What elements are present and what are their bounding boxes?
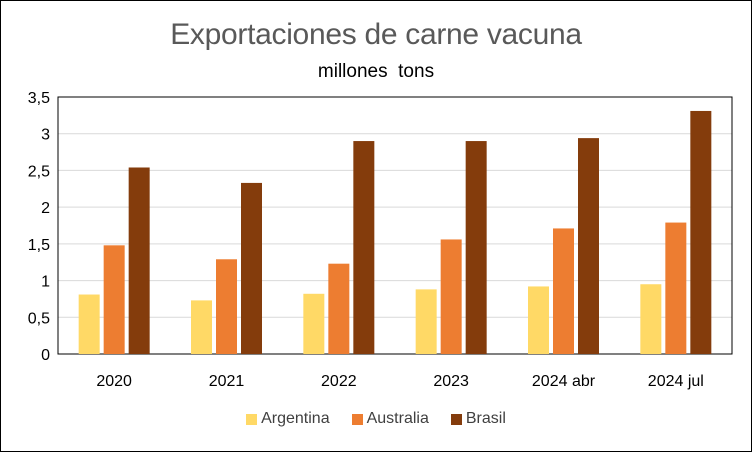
bar-argentina-2023 — [415, 289, 437, 354]
x-tick-label: 2024 abr — [532, 373, 596, 390]
legend-item-argentina: Argentina — [246, 410, 330, 428]
bar-brasil-2024-abr — [578, 138, 599, 354]
y-tick-label: 1,5 — [28, 237, 50, 254]
bar-argentina-2024-abr — [528, 286, 549, 354]
y-tick-label: 0,5 — [28, 310, 50, 327]
legend: Argentina Australia Brasil — [0, 410, 752, 428]
bar-argentina-2024-jul — [640, 284, 662, 354]
legend-item-australia: Australia — [351, 410, 429, 428]
x-tick-label: 2020 — [96, 373, 132, 390]
bar-brasil-2023 — [465, 141, 487, 354]
legend-label-brasil: Brasil — [465, 410, 506, 427]
y-tick-label: 1 — [41, 274, 50, 291]
bar-brasil-2020 — [128, 167, 150, 354]
bar-brasil-2021 — [241, 182, 262, 354]
x-tick-label: 2021 — [209, 373, 245, 390]
bar-brasil-2022 — [353, 141, 375, 354]
bar-australia-2021 — [216, 259, 237, 354]
bar-australia-2024-jul — [665, 222, 687, 354]
x-tick-label: 2024 jul — [648, 373, 704, 390]
y-tick-label: 2,5 — [28, 163, 50, 180]
legend-item-brasil: Brasil — [450, 410, 506, 428]
legend-swatch-australia — [351, 413, 363, 425]
bar-australia-2023 — [440, 239, 462, 354]
x-tick-label: 2023 — [433, 373, 469, 390]
chart-subtitle: millones tons — [317, 61, 435, 82]
y-tick-label: 3,5 — [28, 90, 50, 107]
bar-argentina-2022 — [303, 293, 325, 354]
bar-australia-2022 — [328, 263, 350, 354]
y-tick-label: 3 — [41, 127, 50, 144]
bar-australia-2020 — [103, 245, 125, 354]
legend-swatch-brasil — [450, 413, 462, 425]
legend-label-australia: Australia — [366, 410, 429, 427]
bar-brasil-2024-jul — [690, 110, 712, 354]
legend-label-argentina: Argentina — [261, 410, 330, 427]
legend-swatch-argentina — [246, 413, 258, 425]
plot-area-border — [57, 96, 733, 355]
x-tick-label: 2022 — [321, 373, 357, 390]
bar-argentina-2020 — [78, 294, 100, 354]
chart-title: Exportaciones de carne vacuna — [170, 18, 582, 51]
y-tick-label: 0 — [41, 347, 50, 364]
bar-argentina-2021 — [191, 300, 212, 354]
y-tick-label: 2 — [41, 200, 50, 217]
bar-australia-2024-abr — [553, 228, 574, 354]
